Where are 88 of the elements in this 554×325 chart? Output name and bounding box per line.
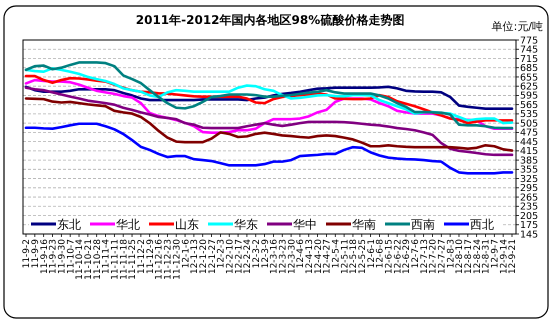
x-tick-label: 12-7-27	[438, 239, 448, 274]
x-tick-label: 12-4-13	[304, 239, 315, 274]
y-tick-label: 295	[520, 183, 538, 194]
legend-label: 华中	[293, 218, 317, 232]
y-tick-label: 565	[520, 100, 538, 111]
legend-label: 西北	[470, 218, 494, 232]
x-tick-label: 12-3-9	[260, 238, 271, 268]
legend-label: 西南	[411, 218, 435, 232]
x-tick-label: 12-6-22	[393, 239, 404, 274]
x-tick-label: 12-9-7	[490, 239, 501, 268]
x-tick-label: 12-6-1	[366, 239, 377, 268]
y-tick-label: 325	[520, 174, 538, 185]
y-tick-label: 445	[520, 136, 538, 148]
y-tick-label: 475	[520, 128, 538, 139]
chart-title: 2011年-2012年国内各地区98%硫酸价格走势图	[136, 13, 404, 27]
x-tick-label: 12-2-10	[225, 238, 236, 274]
x-tick-label: 12-7-20	[428, 238, 439, 274]
x-tick-label: 12-9-14	[499, 238, 510, 274]
x-tick-label: 11-10-14	[75, 238, 86, 280]
x-tick-label: 12-3-30	[287, 238, 298, 274]
x-tick-label: 11-12-2	[137, 239, 148, 274]
x-tick-label: 11-12-30	[172, 238, 182, 280]
y-tick-label: 235	[520, 202, 538, 213]
x-tick-label: 12-6-29	[402, 238, 412, 274]
x-tick-label: 11-10-7	[66, 239, 76, 274]
x-tick-label: 12-5-4	[331, 238, 342, 268]
x-tick-label: 12-6-8	[376, 238, 386, 268]
x-tick-label: 11-9-2	[22, 239, 32, 268]
x-tick-label: 12-5-18	[349, 238, 360, 274]
x-tick-label: 11-10-28	[92, 238, 103, 280]
x-tick-label: 12-7-6	[411, 238, 421, 268]
x-tick-label: 12-9-21	[508, 239, 518, 274]
x-tick-label: 12-8-24	[472, 238, 483, 274]
y-tick-label: 685	[520, 63, 538, 74]
y-tick-label: 415	[520, 146, 538, 158]
x-tick-label: 11-11-4	[102, 238, 112, 274]
y-tick-label: 385	[520, 155, 538, 166]
x-tick-label: 12-8-31	[482, 239, 492, 274]
x-tick-label: 11-11-11	[110, 239, 121, 280]
legend-label: 山东	[175, 218, 199, 232]
x-tick-label: 11-12-16	[154, 238, 165, 280]
x-tick-label: 12-1-27	[208, 239, 218, 274]
x-tick-label: 12-1-13	[190, 239, 200, 274]
text: 单位:元/吨	[492, 20, 543, 33]
x-tick-label: 11-9-23	[48, 239, 59, 274]
y-tick-label: 355	[520, 164, 538, 176]
x-tick-label: 12-1-20	[198, 238, 209, 274]
y-tick-label: 745	[520, 44, 538, 56]
legend-label: 东北	[57, 218, 81, 232]
y-tick-label: 505	[520, 118, 538, 130]
x-tick-label: 12-1-6	[181, 238, 192, 268]
y-tick-label: 535	[520, 109, 538, 120]
x-tick-label: 11-11-18	[119, 238, 130, 280]
legend-label: 华东	[234, 218, 258, 232]
x-tick-label: 12-8-3	[446, 239, 456, 268]
x-tick-label: 11-10-21	[84, 239, 94, 280]
x-tick-label: 11-12-23	[164, 239, 174, 280]
x-tick-label: 12-8-10	[455, 238, 466, 274]
x-tick-label: 12-3-2	[252, 239, 262, 268]
x-tick-label: 12-4-6	[296, 238, 306, 268]
x-tick-label: 12-4-20	[314, 238, 324, 274]
y-tick-label: 715	[520, 54, 538, 65]
legend-label: 华北	[116, 218, 140, 232]
x-tick-label: 12-3-16	[270, 238, 280, 274]
y-tick-label: 145	[520, 229, 538, 240]
x-tick-label: 12-3-23	[278, 239, 288, 274]
x-tick-label: 12-4-27	[322, 239, 333, 274]
x-tick-label: 12-8-17	[464, 239, 474, 274]
x-tick-label: 11-12-9	[146, 238, 156, 274]
y-tick-label: 625	[520, 81, 538, 92]
x-tick-label: 11-9-9	[31, 238, 42, 268]
y-tick-label: 655	[520, 72, 538, 84]
y-tick-label: 775	[520, 35, 538, 46]
x-tick-label: 12-2-17	[234, 239, 244, 274]
y-tick-label: 595	[520, 90, 538, 102]
x-tick-label: 11-9-16	[40, 238, 50, 274]
x-tick-label: 12-7-13	[420, 239, 430, 274]
x-tick-label: 12-5-11	[340, 239, 350, 274]
x-tick-label: 11-11-25	[128, 239, 138, 280]
y-tick-label: 205	[520, 210, 538, 222]
x-tick-label: 11-9-30	[58, 238, 68, 274]
x-tick-label: 12-6-15	[384, 239, 394, 274]
legend-label: 华南	[352, 218, 376, 232]
x-tick-label: 12-5-25	[358, 239, 368, 274]
y-tick-label: 265	[520, 192, 538, 204]
y-tick-label: 175	[520, 220, 538, 232]
x-tick-label: 12-2-3	[216, 239, 227, 268]
x-tick-label: 12-2-24	[243, 238, 254, 274]
